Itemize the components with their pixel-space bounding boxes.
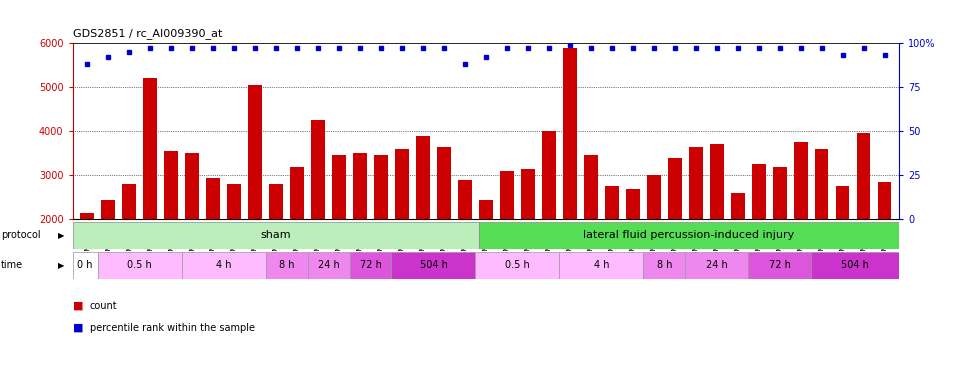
Bar: [249, 85, 262, 308]
Bar: [353, 153, 366, 308]
Text: 72 h: 72 h: [360, 260, 381, 270]
Bar: [731, 193, 745, 308]
Bar: [308, 252, 349, 279]
Bar: [266, 252, 308, 279]
Text: 0.5 h: 0.5 h: [505, 260, 530, 270]
Bar: [773, 166, 786, 308]
Bar: [437, 147, 451, 308]
Bar: [73, 252, 98, 279]
Bar: [458, 180, 472, 308]
Bar: [835, 186, 849, 308]
Bar: [98, 252, 182, 279]
Bar: [311, 120, 325, 308]
Text: 504 h: 504 h: [841, 260, 869, 270]
Text: protocol: protocol: [1, 230, 41, 240]
Text: time: time: [1, 260, 23, 270]
Bar: [686, 252, 748, 279]
Text: ■: ■: [73, 323, 83, 333]
Bar: [857, 134, 870, 308]
Bar: [186, 153, 199, 308]
Bar: [647, 176, 660, 308]
Text: count: count: [90, 301, 118, 310]
Text: ▶: ▶: [58, 261, 65, 270]
Text: ▶: ▶: [58, 231, 65, 240]
Text: 24 h: 24 h: [318, 260, 339, 270]
Bar: [521, 169, 535, 308]
Bar: [80, 213, 94, 308]
Bar: [73, 222, 479, 249]
Bar: [392, 252, 476, 279]
Bar: [563, 48, 576, 308]
Text: lateral fluid percussion-induced injury: lateral fluid percussion-induced injury: [583, 230, 795, 240]
Bar: [643, 252, 686, 279]
Bar: [143, 78, 157, 308]
Bar: [559, 252, 643, 279]
Bar: [668, 158, 682, 308]
Bar: [605, 186, 619, 308]
Text: 4 h: 4 h: [594, 260, 609, 270]
Bar: [878, 182, 892, 308]
Bar: [689, 147, 703, 308]
Bar: [416, 136, 429, 308]
Bar: [626, 189, 639, 308]
Bar: [584, 156, 598, 308]
Bar: [479, 222, 899, 249]
Text: 0 h: 0 h: [77, 260, 93, 270]
Bar: [182, 252, 266, 279]
Bar: [542, 131, 556, 308]
Text: 8 h: 8 h: [278, 260, 294, 270]
Bar: [102, 200, 115, 308]
Text: percentile rank within the sample: percentile rank within the sample: [90, 323, 255, 333]
Bar: [476, 252, 559, 279]
Text: GDS2851 / rc_AI009390_at: GDS2851 / rc_AI009390_at: [73, 28, 221, 39]
Text: ■: ■: [73, 301, 83, 310]
Bar: [748, 252, 811, 279]
Text: 504 h: 504 h: [420, 260, 448, 270]
Text: 24 h: 24 h: [706, 260, 727, 270]
Bar: [290, 166, 304, 308]
Bar: [349, 252, 392, 279]
Bar: [794, 142, 807, 308]
Bar: [333, 156, 346, 308]
Text: 8 h: 8 h: [657, 260, 672, 270]
Bar: [396, 149, 409, 308]
Bar: [752, 164, 766, 308]
Bar: [710, 144, 723, 308]
Bar: [206, 177, 220, 308]
Text: 0.5 h: 0.5 h: [128, 260, 152, 270]
Text: sham: sham: [260, 230, 291, 240]
Bar: [227, 184, 241, 308]
Bar: [811, 252, 899, 279]
Bar: [815, 149, 829, 308]
Text: 4 h: 4 h: [216, 260, 231, 270]
Text: 72 h: 72 h: [769, 260, 791, 270]
Bar: [500, 171, 513, 308]
Bar: [269, 184, 283, 308]
Bar: [164, 151, 178, 308]
Bar: [123, 184, 136, 308]
Bar: [479, 200, 493, 308]
Bar: [374, 156, 388, 308]
